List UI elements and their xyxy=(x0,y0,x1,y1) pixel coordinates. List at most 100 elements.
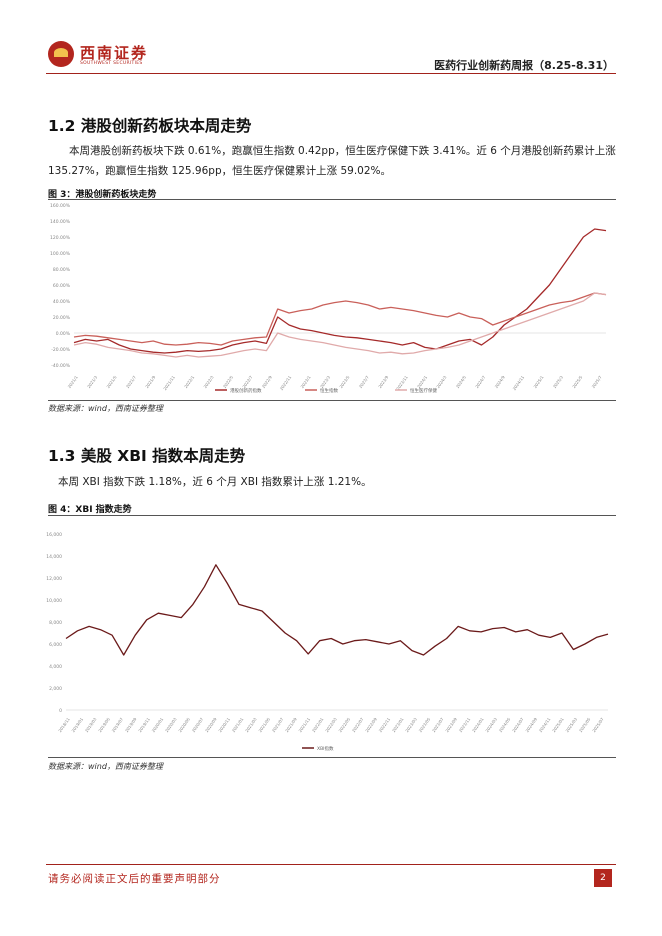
section-paragraph-hk: 本周港股创新药板块下跌 0.61%，跑赢恒生指数 0.42pp，恒生医疗保健下跌… xyxy=(48,145,616,177)
x-tick-label: 2021/1 xyxy=(67,374,79,389)
x-tick-label: 2019/07 xyxy=(111,716,125,733)
x-tick-label: 2023/3 xyxy=(319,374,331,389)
x-tick-label: 2021/01 xyxy=(231,716,245,733)
x-tick-label: 2025/05 xyxy=(578,716,592,733)
x-tick-label: 2023/11 xyxy=(458,716,472,733)
section-paragraph-us: 本周 XBI 指数下跌 1.18%，近 6 个月 XBI 指数累计上涨 1.21… xyxy=(58,476,372,488)
x-tick-label: 2025/03 xyxy=(564,716,578,733)
x-tick-label: 2021/03 xyxy=(244,716,258,733)
y-tick-label: 10,000 xyxy=(46,598,62,604)
logo-text: 西南证券 xyxy=(80,44,149,62)
y-tick-label: 160.00% xyxy=(50,203,71,209)
x-tick-label: 2020/01 xyxy=(151,716,165,733)
section-title-us: 1.3 美股 XBI 指数本周走势 xyxy=(48,447,246,465)
x-tick-label: 2023/03 xyxy=(404,716,418,733)
x-tick-label: 2018/11 xyxy=(57,716,71,733)
figure-bottom-rule xyxy=(48,400,616,401)
x-tick-label: 2025/1 xyxy=(532,374,544,389)
series-line-1 xyxy=(65,564,609,656)
x-tick-label: 2024/3 xyxy=(435,374,447,389)
figure-top-rule xyxy=(48,199,616,200)
x-tick-label: 2024/9 xyxy=(494,374,506,389)
x-tick-label: 2023/01 xyxy=(391,716,405,733)
y-tick-label: 80.00% xyxy=(53,267,71,273)
figure-source-4: 数据来源：wind，西南证券整理 xyxy=(48,762,163,771)
x-tick-label: 2025/07 xyxy=(591,716,605,733)
x-tick-label: 2022/5 xyxy=(222,374,234,389)
y-tick-label: -40.00% xyxy=(51,363,71,369)
x-tick-label: 2021/3 xyxy=(86,374,98,389)
y-tick-label: 140.00% xyxy=(50,219,71,225)
x-tick-label: 2020/05 xyxy=(177,716,191,733)
y-tick-label: 40.00% xyxy=(53,299,71,305)
y-tick-label: 6,000 xyxy=(49,642,62,648)
x-tick-label: 2021/11 xyxy=(162,374,176,391)
x-tick-label: 2022/05 xyxy=(338,716,352,733)
hk-innovative-drug-chart: 160.00% 140.00% 120.00% 100.00% 80.00% 60.00%… xyxy=(50,203,607,394)
x-tick-label: 2023/07 xyxy=(431,716,445,733)
figure-source-3: 数据来源：wind，西南证券整理 xyxy=(48,404,163,413)
y-tick-label: 0 xyxy=(59,708,62,714)
x-tick-label: 2024/1 xyxy=(416,374,428,389)
y-tick-label: -20.00% xyxy=(51,347,71,353)
y-tick-label: 120.00% xyxy=(50,235,71,241)
y-tick-label: 16,000 xyxy=(46,532,62,538)
x-tick-label: 2022/09 xyxy=(364,716,378,733)
x-tick-label: 2023/9 xyxy=(377,374,389,389)
x-tick-label: 2020/09 xyxy=(204,716,218,733)
x-tick-label: 2019/01 xyxy=(71,716,85,733)
x-tick-label: 2022/1 xyxy=(183,374,195,389)
y-tick-label: 4,000 xyxy=(49,664,62,670)
x-tick-label: 2019/05 xyxy=(97,716,111,733)
x-tick-label: 2024/05 xyxy=(498,716,512,733)
x-tick-label: 2021/07 xyxy=(271,716,285,733)
legend-label: 港股创新药指数 xyxy=(230,387,262,394)
y-tick-label: 0.00% xyxy=(56,331,71,337)
x-tick-label: 2022/3 xyxy=(203,374,215,389)
header-divider xyxy=(46,73,616,74)
figure-caption-3: 图 3：港股创新药板块走势 xyxy=(48,190,157,200)
legend-label: 恒生指数 xyxy=(320,387,338,394)
logo-english-text: SOUTHWEST SECURITIES xyxy=(80,61,143,66)
x-tick-label: 2024/11 xyxy=(538,716,552,733)
x-tick-label: 2022/07 xyxy=(351,716,365,733)
x-tick-label: 2021/09 xyxy=(284,716,298,733)
series-line-1 xyxy=(73,228,607,354)
x-tick-label: 2023/1 xyxy=(300,374,312,389)
x-tick-label: 2024/01 xyxy=(471,716,485,733)
y-tick-label: 12,000 xyxy=(46,576,62,582)
x-tick-label: 2025/5 xyxy=(571,374,583,389)
x-tick-label: 2024/11 xyxy=(512,374,526,391)
x-tick-label: 2020/07 xyxy=(191,716,205,733)
x-tick-label: 2020/03 xyxy=(164,716,178,733)
x-tick-label: 2025/3 xyxy=(552,374,564,389)
x-tick-label: 2024/07 xyxy=(511,716,525,733)
report-title: 医药行业创新药周报（8.25-8.31） xyxy=(434,59,614,72)
x-tick-label: 2024/03 xyxy=(484,716,498,733)
x-tick-label: 2022/7 xyxy=(241,374,253,389)
x-tick-label: 2024/5 xyxy=(455,374,467,389)
x-tick-label: 2023/5 xyxy=(338,374,350,389)
x-tick-label: 2021/5 xyxy=(105,374,117,389)
x-tick-label: 2024/09 xyxy=(524,716,538,733)
logo-emblem-icon xyxy=(48,41,74,67)
x-tick-label: 2022/9 xyxy=(261,374,273,389)
x-tick-label: 2019/09 xyxy=(124,716,138,733)
legend-label: 恒生医疗保健 xyxy=(410,387,437,394)
legend-label: XBI指数 xyxy=(317,745,334,752)
footer-disclaimer: 请务必阅读正文后的重要声明部分 xyxy=(48,873,221,885)
x-tick-label: 2022/03 xyxy=(324,716,338,733)
x-tick-label: 2021/9 xyxy=(144,374,156,389)
section-title-hk: 1.2 港股创新药板块本周走势 xyxy=(48,117,252,135)
x-tick-label: 2025/7 xyxy=(591,374,603,389)
x-tick-label: 2023/09 xyxy=(444,716,458,733)
x-tick-label: 2020/11 xyxy=(217,716,231,733)
x-tick-label: 2019/11 xyxy=(137,716,151,733)
x-tick-label: 2019/03 xyxy=(84,716,98,733)
x-tick-label: 2023/05 xyxy=(418,716,432,733)
series-line-2 xyxy=(73,292,607,346)
figure-top-rule xyxy=(48,515,616,516)
figure-bottom-rule xyxy=(48,757,616,758)
figure-caption-4: 图 4：XBI 指数走势 xyxy=(48,505,132,515)
x-tick-label: 2024/7 xyxy=(474,374,486,389)
